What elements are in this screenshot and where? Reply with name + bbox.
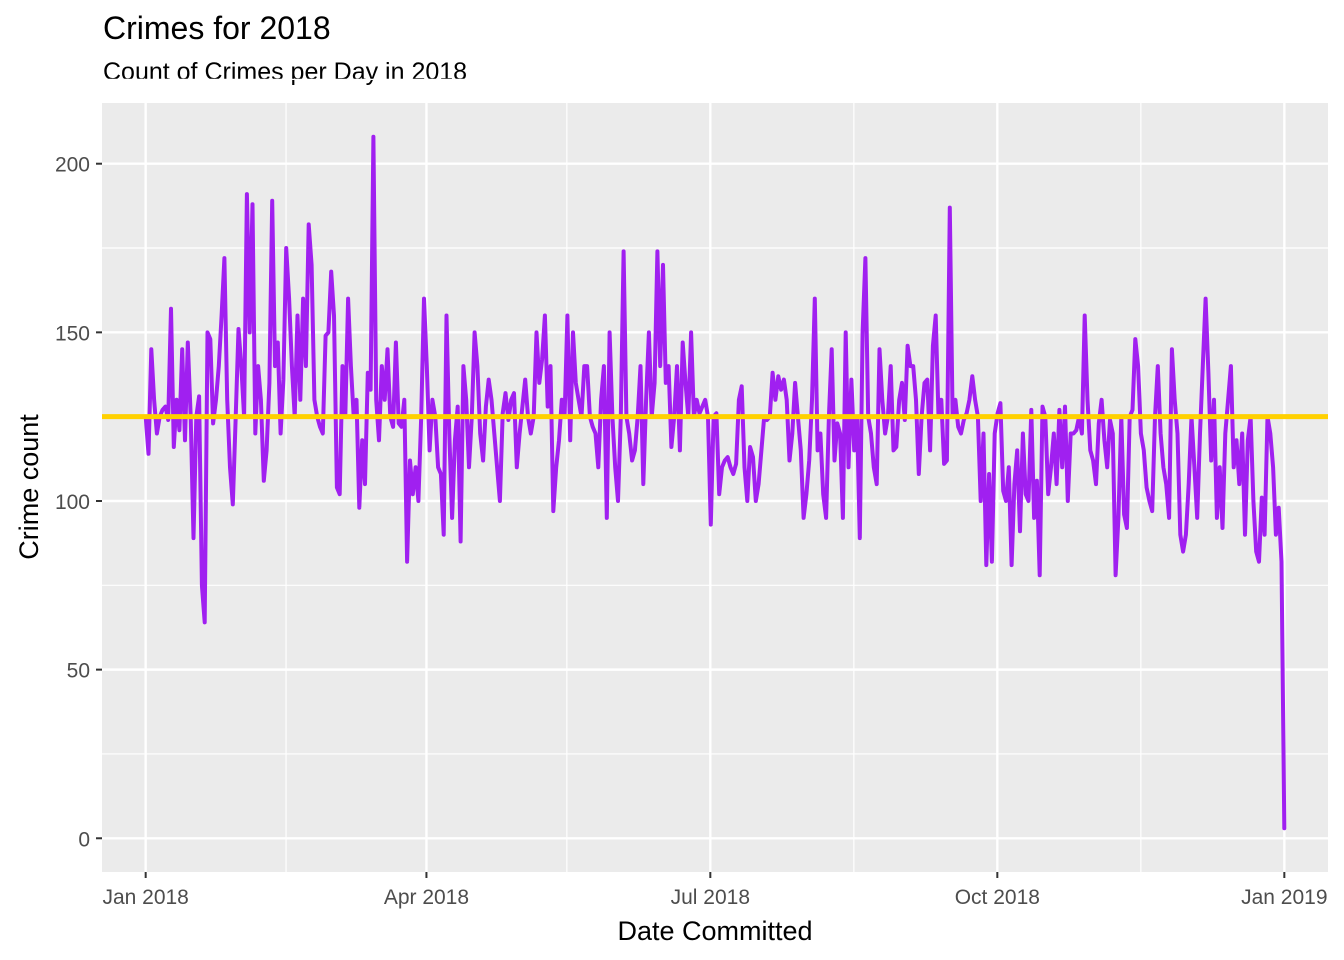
- x-axis-title: Date Committed: [617, 916, 812, 946]
- chart-title: Crimes for 2018: [103, 10, 331, 46]
- x-tick-label: Jul 2018: [671, 886, 750, 909]
- y-tick-label: 50: [67, 660, 90, 683]
- chart-subtitle: Count of Crimes per Day in 2018: [103, 58, 468, 86]
- x-tick-label: Jan 2019: [1241, 886, 1327, 909]
- y-tick-label: 100: [55, 491, 90, 514]
- y-tick-label: 200: [55, 154, 90, 177]
- grid-major: [102, 103, 1328, 872]
- x-tick-label: Oct 2018: [955, 886, 1040, 909]
- x-tick-label: Jan 2018: [102, 886, 188, 909]
- y-tick-label: 150: [55, 322, 90, 345]
- x-tick-label: Apr 2018: [384, 886, 469, 909]
- y-axis: 0 50 100 150 200: [55, 154, 102, 851]
- x-axis: Jan 2018 Apr 2018 Jul 2018 Oct 2018 Jan 2019: [102, 872, 1328, 909]
- y-tick-label: 0: [78, 828, 90, 851]
- y-axis-title: Crime count: [14, 414, 44, 560]
